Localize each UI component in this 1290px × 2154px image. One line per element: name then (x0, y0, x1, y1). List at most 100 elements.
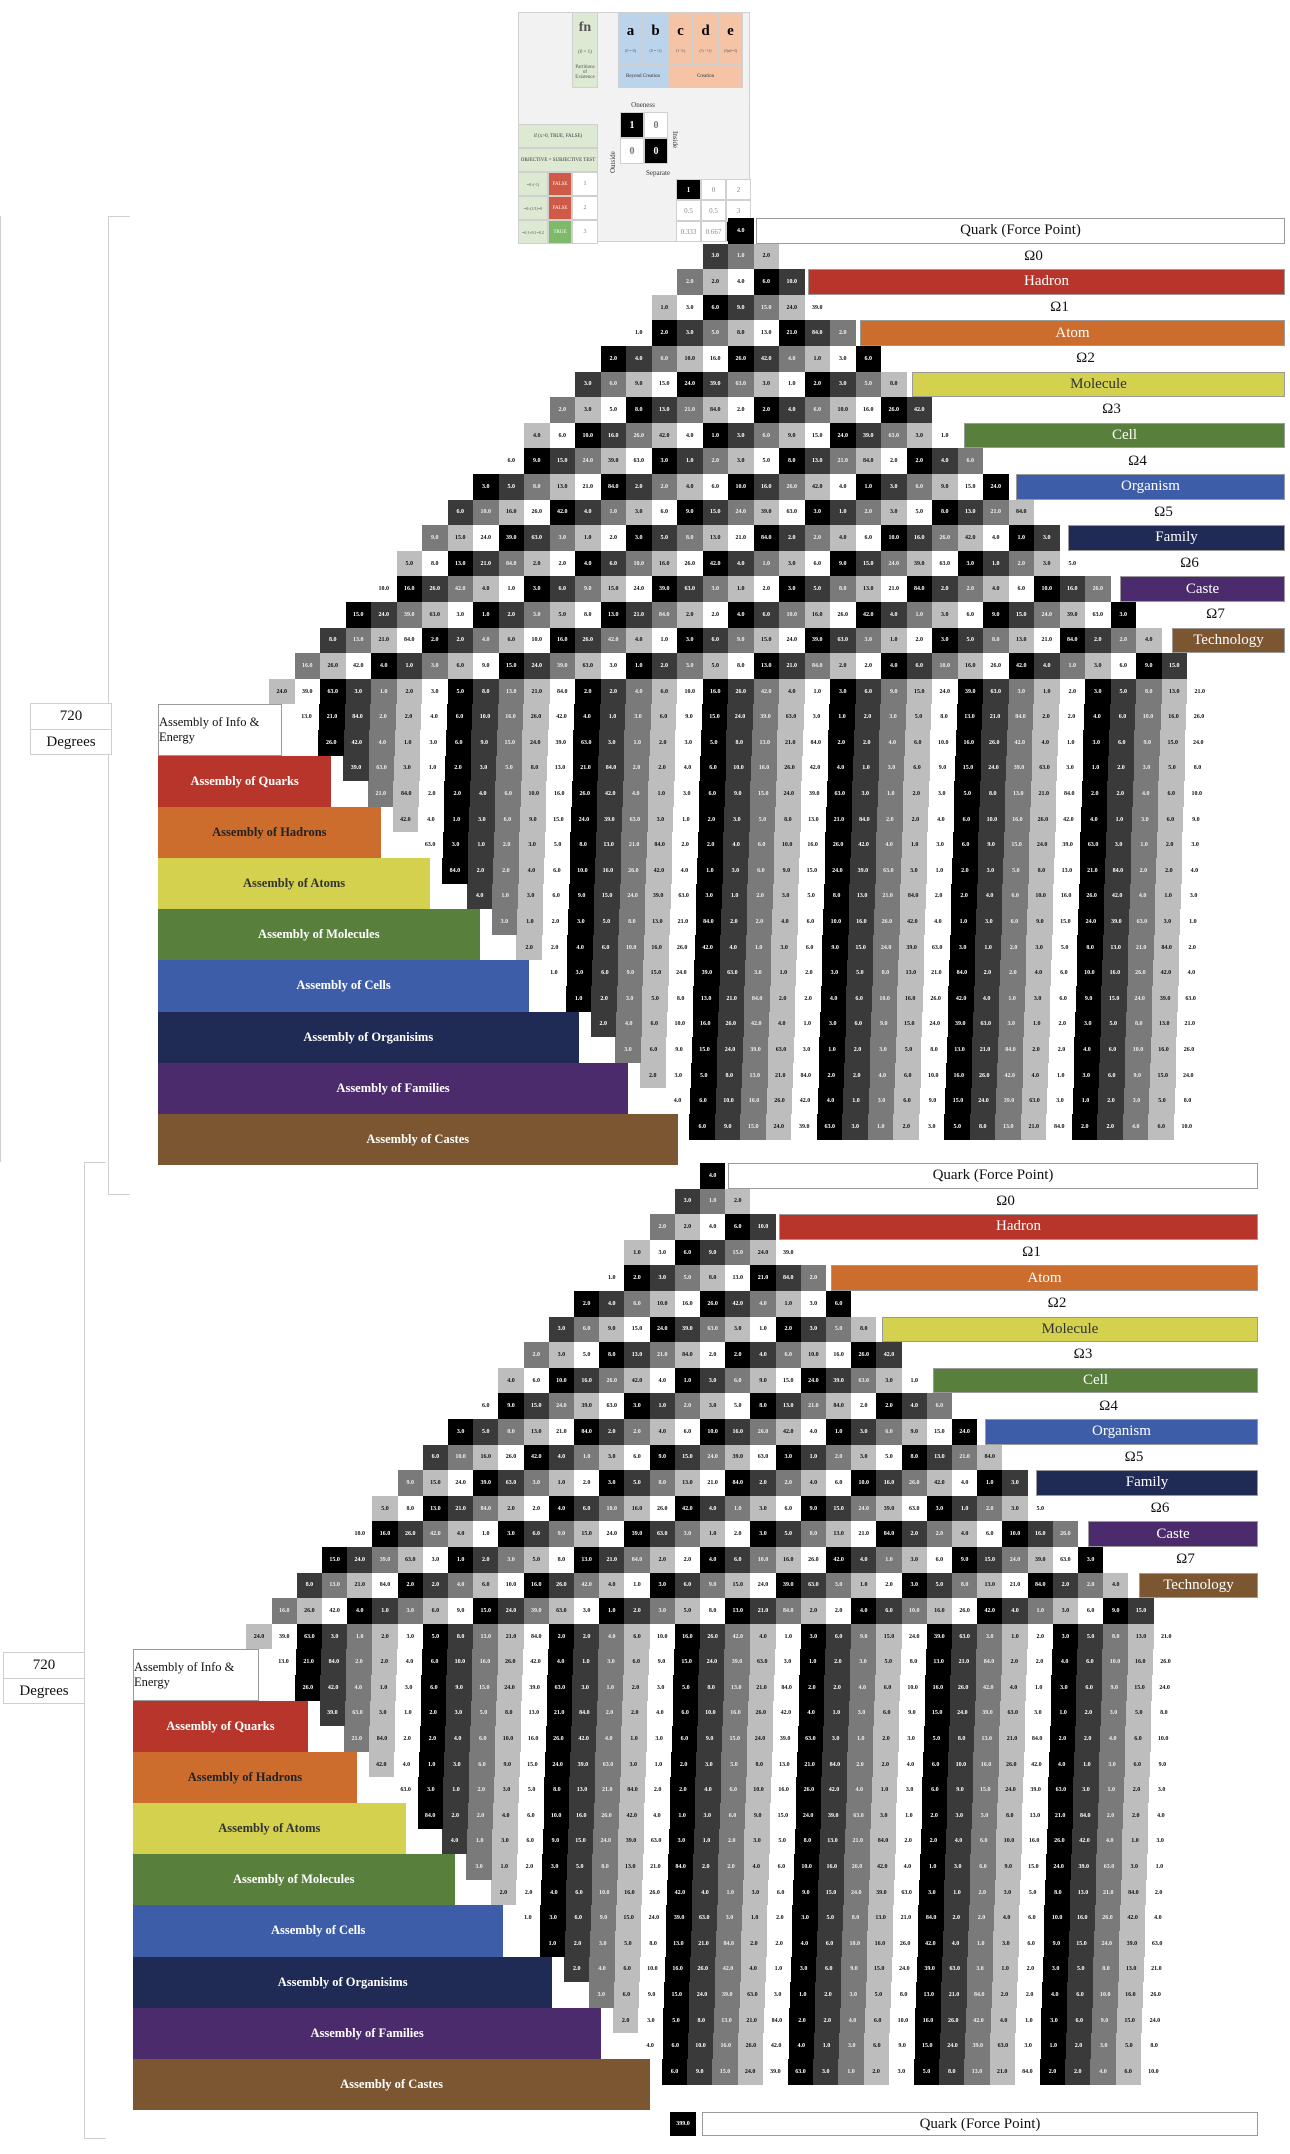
lower-grid-cell: 10.0 (1044, 1905, 1070, 1931)
lower-grid-cell: 2.0 (671, 1751, 697, 1778)
lower-grid-cell: 26.0 (548, 1572, 574, 1599)
upper-grid-cell: 5.0 (702, 320, 728, 346)
lower-grid-cell: 9.0 (889, 2033, 915, 2059)
upper-grid-cell: 4.0 (779, 397, 805, 423)
upper-grid-cell: 15.0 (1150, 1062, 1176, 1089)
upper-grid-cell: 21.0 (767, 1062, 794, 1089)
lower-grid-cell: 3.0 (750, 1495, 776, 1522)
upper-grid-cell: 13.0 (693, 986, 719, 1012)
lower-grid-cell: 13.0 (624, 1342, 650, 1368)
lower-grid-cell: 4.0 (548, 1444, 574, 1471)
lower-grid-cell: 24.0 (1002, 1547, 1028, 1573)
upper-grid-cell: 8.0 (872, 960, 899, 986)
lower-grid-cell: 16.0 (574, 1367, 600, 1394)
upper-grid-cell: 2.0 (830, 320, 856, 346)
lower-grid-cell: 2.0 (969, 1879, 995, 1906)
upper-grid-cell: 9.0 (714, 1114, 741, 1140)
upper-grid-cell: 39.0 (645, 883, 671, 910)
upper-grid-cell: 3.0 (779, 576, 805, 602)
lower-grid-cell: 21.0 (690, 1931, 717, 1957)
lower-grid-cell: 42.0 (869, 1854, 895, 1880)
lower-grid-cell: 1.0 (347, 1623, 373, 1650)
upper-grid-cell: 16.0 (804, 602, 830, 628)
upper-grid-cell: 3.0 (932, 602, 958, 628)
lower-grid-cell: 9.0 (700, 1239, 726, 1266)
upper-grid-cell: 1.0 (901, 832, 928, 858)
lower-grid-cell: 3.0 (649, 1265, 675, 1291)
lower-grid-cell: 4.0 (1100, 1726, 1126, 1752)
lower-grid-cell: 10.0 (448, 1444, 474, 1471)
upper-grid-cell: 5.0 (895, 1037, 922, 1063)
upper-grid-cell: 4.0 (616, 1011, 642, 1038)
lower-grid-cell: 1.0 (395, 1700, 421, 1727)
legend-separate-label: Separate (645, 169, 671, 177)
upper-level-bar: Caste (1120, 576, 1285, 602)
legend-col-sub: (0 = ½) (649, 48, 662, 53)
lower-grid-cell: 39.0 (775, 1572, 801, 1599)
upper-level-omega: Ω0 (782, 243, 1285, 270)
legend-group-creation: Creation (668, 64, 743, 88)
lower-grid-cell: 9.0 (851, 1623, 877, 1650)
upper-grid-cell: 4.0 (728, 218, 754, 244)
lower-grid-cell: 2.0 (968, 1905, 995, 1931)
upper-grid-cell: 2.0 (575, 678, 601, 705)
upper-grid-cell: 2.0 (906, 448, 932, 474)
upper-grid-cell: 84.0 (949, 960, 975, 986)
lower-grid-cell: 3.0 (620, 1751, 646, 1778)
lower-grid-cell: 42.0 (763, 2033, 789, 2059)
lower-grid-cell: 16.0 (771, 1777, 797, 1803)
lower-level-bar: Cell (933, 1367, 1258, 1394)
lower-assembly-band: Assembly of Hadrons (133, 1751, 357, 1803)
upper-grid-cell: 2.0 (651, 653, 677, 679)
upper-grid-cell: 3.0 (830, 678, 856, 705)
upper-grid-cell: 6.0 (748, 832, 775, 858)
upper-grid-cell: 6.0 (855, 678, 881, 705)
lower-grid-cell: 63.0 (595, 1751, 621, 1778)
upper-grid-cell: 16.0 (753, 474, 779, 500)
upper-grid-cell: 3.0 (1180, 883, 1207, 910)
lower-grid-cell: 2.0 (789, 2007, 815, 2034)
upper-grid-cell: 8.0 (1136, 678, 1162, 705)
lower-grid-cell: 39.0 (826, 1367, 852, 1394)
upper-grid-cell: 3.0 (803, 704, 830, 730)
upper-grid-cell: 24.0 (728, 499, 754, 526)
upper-grid-cell: 63.0 (983, 678, 1009, 705)
upper-grid-cell: 84.0 (804, 320, 830, 346)
lower-grid-cell: 2.0 (825, 1649, 851, 1675)
lower-grid-cell: 2.0 (863, 2059, 889, 2085)
upper-grid-cell: 42.0 (899, 909, 926, 935)
upper-grid-cell: 2.0 (677, 269, 703, 295)
upper-grid-cell: 16.0 (1160, 704, 1187, 730)
upper-grid-cell: 10.0 (569, 858, 596, 884)
upper-grid-cell: 21.0 (1128, 934, 1154, 961)
lower-grid-cell: 1.0 (765, 1956, 791, 1983)
upper-grid-cell: 9.0 (524, 448, 550, 474)
upper-grid-cell: 10.0 (371, 576, 397, 602)
lower-grid-cell: 4.0 (1049, 1751, 1075, 1778)
upper-grid-cell: 16.0 (906, 525, 932, 551)
upper-grid-cell: 39.0 (804, 294, 830, 321)
upper-grid-cell: 5.0 (906, 499, 932, 526)
lower-grid-cell: 1.0 (649, 1393, 675, 1419)
lower-level-omega: Ω2 (856, 1291, 1258, 1317)
upper-grid-cell: 6.0 (702, 627, 728, 654)
upper-level-omega: Ω5 (1042, 499, 1285, 526)
upper-grid-cell: 8.0 (779, 448, 805, 474)
upper-grid-cell: 1.0 (1034, 678, 1060, 705)
lower-grid-cell: 63.0 (787, 2059, 814, 2085)
upper-grid-cell: 13.0 (547, 755, 573, 782)
upper-grid-cell: 1.0 (999, 986, 1025, 1012)
upper-grid-cell: 2.0 (881, 448, 907, 474)
upper-grid-cell: 8.0 (521, 755, 548, 782)
lower-grid-cell: 4.0 (1042, 1982, 1068, 2008)
upper-grid-cell: 3.0 (1083, 730, 1109, 756)
lower-grid-cell: 2.0 (1026, 1649, 1053, 1675)
upper-level-bar: Molecule (912, 371, 1285, 398)
lower-grid-cell: 4.0 (1145, 1905, 1171, 1931)
upper-grid-cell: 13.0 (1008, 627, 1034, 654)
lower-grid-cell: 3.0 (548, 1316, 574, 1343)
lower-grid-cell: 63.0 (1048, 1777, 1074, 1803)
upper-grid-cell: 3.0 (673, 781, 700, 807)
lower-grid-cell: 24.0 (952, 1419, 978, 1445)
upper-grid-cell: 13.0 (946, 1037, 973, 1063)
